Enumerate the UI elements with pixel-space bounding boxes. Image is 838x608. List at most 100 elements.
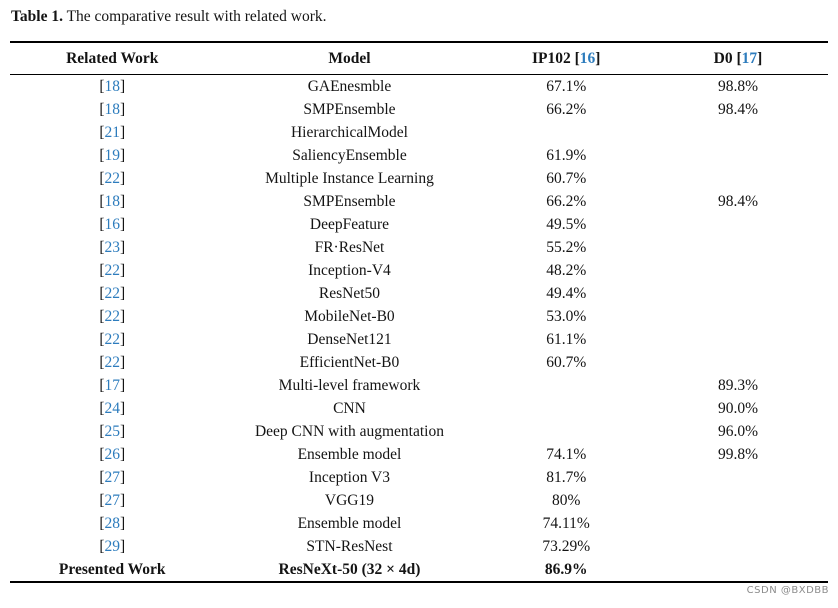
cell-model: Deep CNN with augmentation xyxy=(215,420,485,443)
cell-related-work: Presented Work xyxy=(10,558,215,582)
cell-d0-accuracy xyxy=(648,489,828,512)
cell-ip102-accuracy: 67.1% xyxy=(484,75,648,99)
citation: [17] xyxy=(99,377,125,394)
citation-bracket-open: [ xyxy=(99,77,105,95)
table-row: [18] SMPEnsemble 66.2% 98.4% xyxy=(10,98,828,121)
citation-link[interactable]: 22 xyxy=(104,284,121,302)
cell-related-work: [18] xyxy=(10,98,215,121)
col-header-related-work: Related Work xyxy=(10,42,215,75)
citation: [24] xyxy=(99,400,125,417)
citation-bracket-open: [ xyxy=(99,284,105,302)
cell-d0-accuracy-text: 90.0% xyxy=(717,399,759,417)
citation-bracket-close: ] xyxy=(120,422,126,440)
cell-model-text: VGG19 xyxy=(324,491,375,509)
cell-model: HierarchicalModel xyxy=(215,121,485,144)
citation: [17] xyxy=(737,50,763,67)
cell-ip102-accuracy xyxy=(484,121,648,144)
cell-d0-accuracy: 98.8% xyxy=(648,75,828,99)
cell-related-work: [21] xyxy=(10,121,215,144)
citation-bracket-open: [ xyxy=(99,445,105,463)
citation: [21] xyxy=(99,124,125,141)
cell-d0-accuracy xyxy=(648,512,828,535)
citation-link[interactable]: 19 xyxy=(104,146,121,164)
cell-d0-accuracy xyxy=(648,144,828,167)
citation: [22] xyxy=(99,170,125,187)
citation-link[interactable]: 24 xyxy=(104,399,121,417)
cell-related-work: [19] xyxy=(10,144,215,167)
cell-related-work: [25] xyxy=(10,420,215,443)
citation-bracket-close: ] xyxy=(120,514,126,532)
cell-related-work: [22] xyxy=(10,259,215,282)
col-header-label: Related Work xyxy=(66,49,159,67)
citation-link[interactable]: 26 xyxy=(104,445,121,463)
table-row: [24] CNN 90.0% xyxy=(10,397,828,420)
citation: [18] xyxy=(99,101,125,118)
cell-model: EfficientNet-B0 xyxy=(215,351,485,374)
citation-link[interactable]: 28 xyxy=(104,514,121,532)
table-row: [22] ResNet50 49.4% xyxy=(10,282,828,305)
cell-model: DenseNet121 xyxy=(215,328,485,351)
table-row: [23] FR·ResNet 55.2% xyxy=(10,236,828,259)
citation-link[interactable]: 29 xyxy=(104,537,121,555)
citation: [22] xyxy=(99,262,125,279)
table-row: [16] DeepFeature 49.5% xyxy=(10,213,828,236)
cell-ip102-accuracy: 80% xyxy=(484,489,648,512)
table-row: Presented Work ResNeXt-50 (32 × 4d) 86.9% xyxy=(10,558,828,582)
cell-ip102-accuracy-text: 74.11% xyxy=(542,514,590,532)
cell-related-work: [18] xyxy=(10,190,215,213)
cell-d0-accuracy xyxy=(648,213,828,236)
citation-link[interactable]: 16 xyxy=(104,215,121,233)
cell-d0-accuracy-text: 99.8% xyxy=(717,445,759,463)
cell-d0-accuracy xyxy=(648,236,828,259)
table-row: [22] MobileNet-B0 53.0% xyxy=(10,305,828,328)
citation-link[interactable]: 21 xyxy=(104,123,121,141)
col-header-model: Model xyxy=(214,42,485,75)
col-header-label: IP102 xyxy=(532,49,571,67)
cell-ip102-accuracy-text: 73.29% xyxy=(542,537,591,555)
cell-d0-accuracy xyxy=(648,259,828,282)
citation-bracket-open: [ xyxy=(574,49,580,67)
citation-link[interactable]: 22 xyxy=(104,169,121,187)
citation-bracket-close: ] xyxy=(120,169,126,187)
citation-link[interactable]: 16 xyxy=(579,49,596,67)
citation-link[interactable]: 22 xyxy=(104,307,121,325)
cell-related-work: [22] xyxy=(10,282,215,305)
cell-d0-accuracy xyxy=(648,121,828,144)
table-caption-text: The comparative result with related work… xyxy=(62,8,327,25)
cell-model: Inception-V4 xyxy=(215,259,485,282)
citation-link[interactable]: 25 xyxy=(104,422,121,440)
cell-related-work: [22] xyxy=(10,328,215,351)
citation-link[interactable]: 18 xyxy=(104,77,121,95)
table-row: [18] SMPEnsemble 66.2% 98.4% xyxy=(10,190,828,213)
cell-model: DeepFeature xyxy=(215,213,485,236)
cell-model-text: SMPEnsemble xyxy=(303,192,396,210)
citation-bracket-close: ] xyxy=(120,468,126,486)
cell-d0-accuracy: 89.3% xyxy=(648,374,828,397)
cell-ip102-accuracy: 73.29% xyxy=(484,535,648,558)
citation-link[interactable]: 22 xyxy=(104,261,121,279)
citation-link[interactable]: 22 xyxy=(104,353,121,371)
citation-bracket-close: ] xyxy=(120,445,126,463)
citation-bracket-open: [ xyxy=(99,514,105,532)
cell-ip102-accuracy-text: 55.2% xyxy=(546,238,587,256)
citation-link[interactable]: 17 xyxy=(741,49,758,67)
citation-link[interactable]: 22 xyxy=(104,330,121,348)
cell-model: SMPEnsemble xyxy=(215,190,485,213)
citation-link[interactable]: 27 xyxy=(104,468,121,486)
cell-model-text: CNN xyxy=(333,399,366,417)
cell-ip102-accuracy-text: 53.0% xyxy=(546,307,587,325)
cell-model-text: Multi-level framework xyxy=(278,376,421,394)
cell-d0-accuracy xyxy=(648,558,828,582)
citation-link[interactable]: 18 xyxy=(104,100,121,118)
cell-d0-accuracy: 96.0% xyxy=(648,420,828,443)
citation-link[interactable]: 18 xyxy=(104,192,121,210)
citation-bracket-open: [ xyxy=(99,353,105,371)
cell-related-work: [28] xyxy=(10,512,215,535)
citation-link[interactable]: 17 xyxy=(104,376,121,394)
citation-link[interactable]: 23 xyxy=(104,238,121,256)
table-row: [17] Multi-level framework 89.3% xyxy=(10,374,828,397)
citation-bracket-open: [ xyxy=(99,146,105,164)
citation-bracket-open: [ xyxy=(99,100,105,118)
citation-link[interactable]: 27 xyxy=(104,491,121,509)
cell-ip102-accuracy-text: 86.9% xyxy=(544,560,588,578)
